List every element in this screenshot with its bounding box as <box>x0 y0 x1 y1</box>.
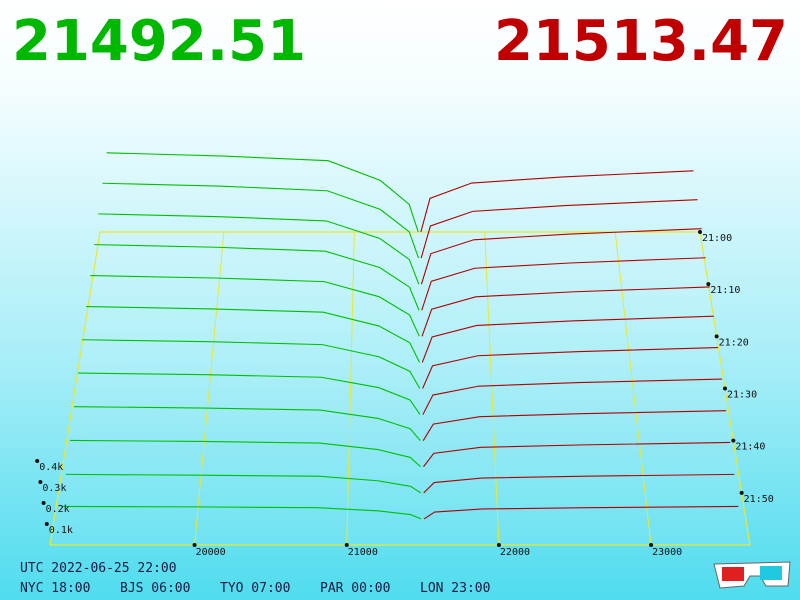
depth-tick-label: 0.3k <box>42 483 66 494</box>
ask-depth-line <box>422 347 718 389</box>
ask-depth-line <box>421 286 710 337</box>
ask-depth-line <box>423 505 739 520</box>
3d-glasses-icon <box>713 561 791 589</box>
time-tick <box>731 438 736 443</box>
time-tick-label: 21:30 <box>727 390 757 401</box>
depth-plot: 20000 21000 22000 23000 21:00 21:10 21:20 21:30… <box>35 152 774 558</box>
price-tick-label: 20000 <box>196 547 226 558</box>
floor <box>49 231 751 546</box>
depth-tick-label: 0.2k <box>46 504 70 515</box>
time-tick <box>714 334 719 339</box>
bid-depth-line <box>90 274 420 337</box>
time-tick-label: 21:20 <box>719 337 749 348</box>
bid-depth-line <box>102 182 420 259</box>
time-tick <box>706 282 711 287</box>
depth-tick-label: 0.4k <box>39 462 63 473</box>
price-tick-label: 23000 <box>652 547 682 558</box>
zone-time: BJS 06:00 <box>120 581 190 596</box>
time-tick-label: 21:00 <box>702 233 732 244</box>
time-tick-label: 21:50 <box>744 494 774 505</box>
ask-depth-line <box>421 257 706 311</box>
utc-time: UTC 2022-06-25 22:00 <box>20 561 177 576</box>
ask-depth-line <box>420 228 702 285</box>
price-tick <box>344 543 349 547</box>
bid-price: 21492.51 <box>12 9 306 74</box>
bid-depth-line <box>73 406 421 442</box>
depth-tick <box>35 459 40 463</box>
time-tick <box>739 490 744 495</box>
zone-time: NYC 18:00 <box>20 581 90 596</box>
ask-price: 21513.47 <box>494 9 788 74</box>
zone-time: TYO 07:00 <box>220 581 290 596</box>
time-tick-label: 21:40 <box>735 442 765 453</box>
bid-depth-line <box>106 152 419 233</box>
price-tick <box>192 543 197 547</box>
ask-depth-line <box>420 170 694 233</box>
price-grid-line <box>484 231 500 546</box>
price-tick-label: 22000 <box>500 547 530 558</box>
bid-depth-line <box>77 372 421 415</box>
time-tick <box>723 386 727 391</box>
price-tick-label: 21000 <box>348 547 378 558</box>
zone-time: PAR 00:00 <box>320 581 390 596</box>
bid-depth-line <box>61 505 422 520</box>
ask-depth-line <box>420 199 698 259</box>
ask-depth-line <box>423 441 731 468</box>
bid-depth-line <box>65 473 422 494</box>
bid-depth-line <box>86 306 421 363</box>
bid-depth-line <box>69 439 421 468</box>
ask-depth-line <box>422 410 727 441</box>
zone-time: LON 23:00 <box>420 581 490 596</box>
depth-tick <box>41 501 46 505</box>
ask-depth-line <box>423 473 735 494</box>
time-tick-label: 21:10 <box>710 285 740 296</box>
bid-depth-line <box>98 213 420 285</box>
time-zones: NYC 18:00 BJS 06:00 TYO 07:00 PAR 00:00 LON … <box>20 581 490 596</box>
time-tick <box>698 230 702 234</box>
price-tick <box>649 543 654 547</box>
price-tick <box>496 543 501 547</box>
depth-tick <box>38 480 43 484</box>
bid-depth-line <box>94 244 420 311</box>
price-grid-line <box>614 231 652 546</box>
ask-depth-line <box>422 378 723 415</box>
depth-tick-label: 0.1k <box>49 525 73 536</box>
price-grid-line <box>346 231 355 546</box>
price-grid-line <box>194 231 225 546</box>
bid-depth-line <box>82 339 421 389</box>
ask-depth-line <box>421 315 714 363</box>
depth-tick <box>44 522 49 526</box>
